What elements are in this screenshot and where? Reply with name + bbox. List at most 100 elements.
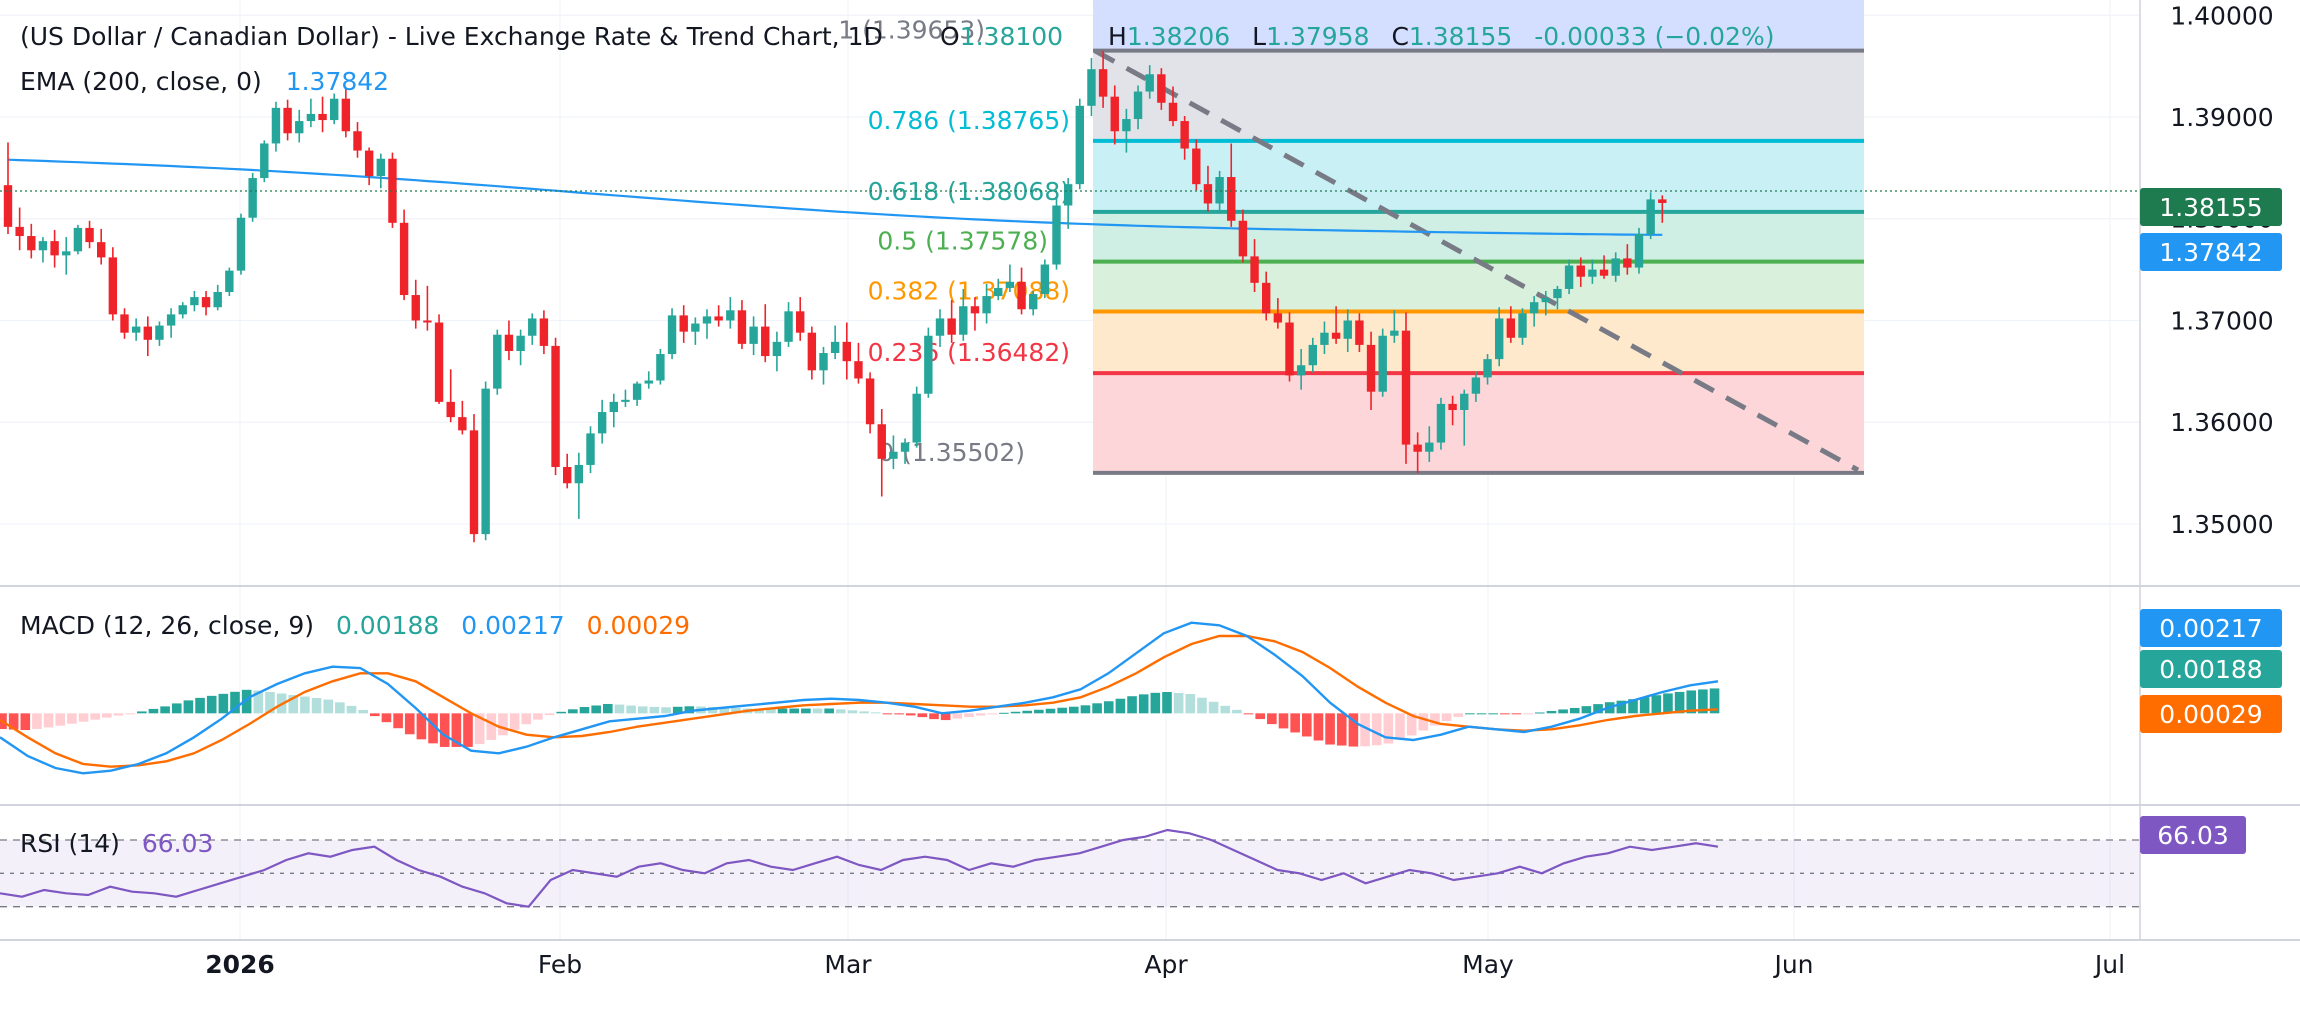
ohlc-readout: H1.38206 L1.37958 C1.38155 -0.00033 (−0.… xyxy=(1108,22,1774,51)
candle-body xyxy=(1331,332,1341,339)
x-tick-label: Apr xyxy=(1144,950,1188,979)
macd-histogram-bar xyxy=(1022,710,1032,714)
svg-text:0.00029: 0.00029 xyxy=(2159,700,2262,729)
ohlc-open: O1.38100 xyxy=(940,22,1063,51)
macd-histogram-bar xyxy=(102,713,112,718)
candle-body xyxy=(714,316,723,321)
candle-body xyxy=(306,113,316,122)
macd-histogram-bar xyxy=(241,689,252,714)
candle-body xyxy=(784,311,793,342)
macd-histogram-bar xyxy=(1511,713,1522,715)
macd-histogram-bar xyxy=(533,713,543,720)
fibonacci-zones xyxy=(1093,0,1864,473)
candle-body xyxy=(1658,199,1667,203)
candle-body xyxy=(865,378,875,425)
candle-body xyxy=(1040,264,1050,295)
macd-histogram-bar xyxy=(1313,713,1324,741)
macd-histogram-bar xyxy=(789,708,799,714)
candle-body xyxy=(830,341,840,354)
macd-histogram-bar xyxy=(288,695,299,714)
candle-body xyxy=(260,143,269,179)
candle-body xyxy=(178,305,187,315)
candle-body xyxy=(516,335,525,351)
candle-body xyxy=(97,242,106,258)
macd-histogram-bar xyxy=(882,713,893,715)
candle-body xyxy=(667,315,677,355)
svg-text:0.00188: 0.00188 xyxy=(2159,655,2262,684)
svg-text:0.00217: 0.00217 xyxy=(2159,614,2262,643)
candle-body xyxy=(807,332,817,371)
macd-histogram-bar xyxy=(637,706,648,714)
macd-histogram-bar xyxy=(1348,713,1359,747)
candle-body xyxy=(1098,69,1108,97)
candle-body xyxy=(1110,96,1119,132)
macd-histogram-bar xyxy=(952,713,963,719)
trendline-dashed xyxy=(1093,48,1860,473)
macd-histogram-bar xyxy=(766,708,776,714)
macd-histogram-bar xyxy=(43,713,54,728)
candle-body xyxy=(877,424,886,459)
macd-histogram-bar xyxy=(428,713,438,744)
macd-histogram-bar xyxy=(847,710,858,714)
candle-body xyxy=(970,306,980,314)
macd-histogram-bar xyxy=(148,708,159,714)
macd-histogram-bar xyxy=(1045,708,1056,714)
candle-body xyxy=(1529,302,1539,314)
macd-histogram-bar xyxy=(486,713,497,740)
candle-body xyxy=(737,310,747,344)
macd-histogram-bar xyxy=(404,713,415,735)
macd-histogram-bar xyxy=(754,708,765,714)
macd-histogram-bar xyxy=(1488,713,1498,715)
macd-histogram-bar xyxy=(859,711,869,714)
candle-body xyxy=(1564,265,1574,289)
candle-body xyxy=(1390,330,1399,336)
macd-histogram-bar xyxy=(1162,692,1172,714)
macd-histogram-bar xyxy=(1267,713,1277,725)
candle-body xyxy=(1180,121,1189,149)
candle-body xyxy=(1005,281,1015,288)
candle-body xyxy=(201,297,211,308)
fib-level-label: 0.382 (1.37088) xyxy=(868,277,1070,306)
candle-body xyxy=(73,227,83,252)
candle-body xyxy=(318,113,327,121)
macd-histogram-bar xyxy=(1616,700,1627,714)
macd-histogram-bar xyxy=(171,703,182,714)
candle-body xyxy=(1448,403,1457,411)
macd-histogram-bar xyxy=(370,713,380,717)
candle-body xyxy=(563,466,572,484)
fib-level-label: 0.618 (1.38068) xyxy=(868,177,1070,206)
candle-body xyxy=(621,399,630,402)
macd-histogram-bar xyxy=(1418,713,1429,731)
macd-histogram-bar xyxy=(579,706,590,714)
candle-body xyxy=(1145,74,1154,92)
candle-body xyxy=(1634,234,1644,268)
candle-body xyxy=(1599,269,1609,276)
macd-histogram-bar xyxy=(649,706,660,714)
rsi-line xyxy=(0,828,1719,908)
macd-histogram-bar xyxy=(940,713,951,721)
macd-histogram-bar xyxy=(544,713,555,716)
macd-histogram-bar xyxy=(113,713,124,716)
candle-body xyxy=(155,325,164,340)
candle-body xyxy=(493,334,502,389)
macd-histogram-bar xyxy=(20,713,31,731)
macd-histogram-bar xyxy=(812,708,823,714)
macd-histogram-bar xyxy=(439,713,450,747)
macd-histogram-bar xyxy=(1535,712,1545,714)
x-tick-label: Mar xyxy=(824,950,872,979)
candle-body xyxy=(248,178,257,218)
candle-body xyxy=(935,318,945,336)
candle-body xyxy=(143,326,152,340)
macd-histogram-bar xyxy=(160,706,170,714)
chart-title: (US Dollar / Canadian Dollar) - Live Exc… xyxy=(20,22,883,51)
candle-body xyxy=(481,388,490,535)
macd-histogram-bar xyxy=(509,713,520,730)
candle-body xyxy=(1122,119,1131,132)
candle-body xyxy=(504,334,514,351)
fib-zone xyxy=(1093,311,1864,374)
candle-body xyxy=(295,121,304,134)
candle-body xyxy=(131,326,141,333)
candle-body xyxy=(1227,177,1236,221)
